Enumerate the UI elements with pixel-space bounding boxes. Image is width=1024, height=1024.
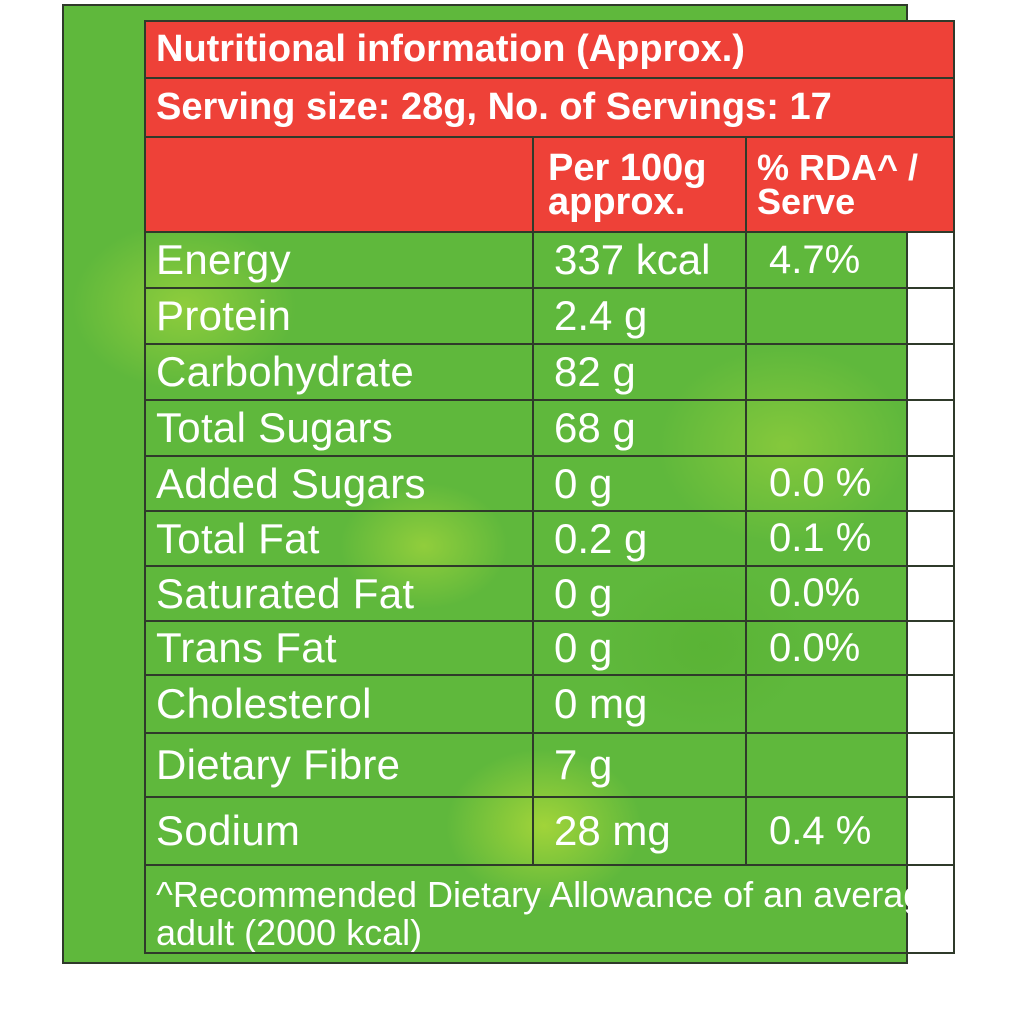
column-header-rda-line2: Serve <box>757 180 856 222</box>
per100-value: 0 g <box>534 567 747 622</box>
rda-value <box>747 734 953 798</box>
per100-value: 68 g <box>534 401 747 457</box>
nutrient-name: Carbohydrate <box>146 345 534 401</box>
column-header-per100-line1: Per 100g <box>548 146 707 189</box>
nutrient-name: Cholesterol <box>146 676 534 734</box>
nutrient-name: Trans Fat <box>146 622 534 676</box>
rda-value <box>747 676 953 734</box>
per100-value: 0 g <box>534 457 747 512</box>
column-header-rda: % RDA^ / Serve <box>747 138 953 233</box>
nutrient-name: Energy <box>146 233 534 289</box>
rda-value: 4.7% <box>747 233 953 289</box>
nutrient-name: Sodium <box>146 798 534 866</box>
column-header-rda-line1: % RDA^ / <box>757 146 919 188</box>
column-header-per100: Per 100g approx. <box>534 138 747 233</box>
rda-value <box>747 345 953 401</box>
label-panel: Nutritional information (Approx.) Servin… <box>62 4 955 964</box>
rda-value: 0.0% <box>747 567 953 622</box>
per100-value: 0.2 g <box>534 512 747 567</box>
per100-value: 0 g <box>534 622 747 676</box>
nutrient-name: Dietary Fibre <box>146 734 534 798</box>
serving-info: Serving size: 28g, No. of Servings: 17 <box>146 79 953 138</box>
per100-value: 7 g <box>534 734 747 798</box>
per100-value: 2.4 g <box>534 289 747 345</box>
footnote: ^Recommended Dietary Allowance of an ave… <box>156 874 944 952</box>
rda-value <box>747 289 953 345</box>
per100-value: 28 mg <box>534 798 747 866</box>
per100-value: 0 mg <box>534 676 747 734</box>
rda-value: 0.0% <box>747 622 953 676</box>
column-header-per100-line2: approx. <box>548 180 686 223</box>
rda-value: 0.0 % <box>747 457 953 512</box>
nutrient-name: Total Fat <box>146 512 534 567</box>
nutrient-name: Protein <box>146 289 534 345</box>
rda-value <box>747 401 953 457</box>
rda-value: 0.1 % <box>747 512 953 567</box>
nutrient-name: Total Sugars <box>146 401 534 457</box>
nutrient-name: Saturated Fat <box>146 567 534 622</box>
table-title: Nutritional information (Approx.) <box>146 22 953 79</box>
nutrition-table: Nutritional information (Approx.) Servin… <box>144 20 955 954</box>
per100-value: 337 kcal <box>534 233 747 289</box>
nutrient-name: Added Sugars <box>146 457 534 512</box>
header-blank-cell <box>146 138 534 233</box>
per100-value: 82 g <box>534 345 747 401</box>
rda-value: 0.4 % <box>747 798 953 866</box>
